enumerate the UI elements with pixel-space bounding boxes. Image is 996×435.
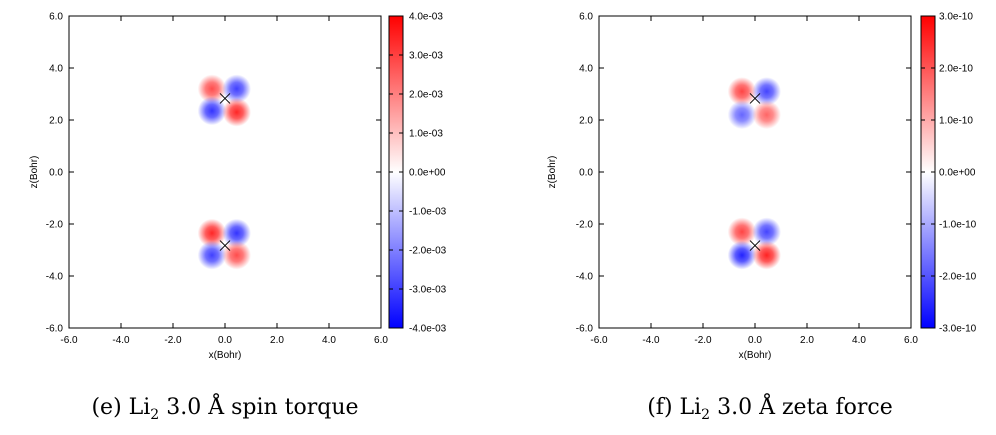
x-tick-label: 2.0 <box>800 335 814 346</box>
density-lobe <box>752 217 781 247</box>
y-tick-label: 2.0 <box>579 116 593 127</box>
colorbar-tick-label: 0.0e+00 <box>409 168 446 179</box>
colorbar-tick-label: -2.0e-10 <box>939 272 977 283</box>
density-lobe <box>752 100 781 130</box>
panel-0: -6.0 -4.0 -2.0 0.0 2.0 4.0 6.0 6.0 4.0 2.0 0.0 -2.0… <box>29 12 447 424</box>
x-tick-label: 0.0 <box>218 335 232 346</box>
y-tick-label: 6.0 <box>579 12 593 23</box>
y-tick-label: -4.0 <box>576 272 594 283</box>
y-axis-title: z(Bohr) <box>547 156 558 189</box>
colorbar-tick-label: 3.0e-03 <box>409 51 443 62</box>
y-tick-label: -6.0 <box>576 324 594 335</box>
x-tick-label: 0.0 <box>748 335 762 346</box>
density-lobe <box>222 97 251 127</box>
x-axis-title: x(Bohr) <box>209 350 242 361</box>
density-lobe <box>727 100 757 130</box>
x-tick-label: 4.0 <box>322 335 336 346</box>
y-tick-label: -6.0 <box>46 324 64 335</box>
density-map <box>197 74 251 270</box>
colorbar-tick-label: 1.0e-03 <box>409 129 443 140</box>
y-tick-label: -2.0 <box>46 220 64 231</box>
colorbar-tick-label: 1.0e-10 <box>939 116 973 127</box>
colorbar-tick-label: -2.0e-03 <box>409 246 447 257</box>
x-tick-label: -6.0 <box>590 335 608 346</box>
plot-area <box>69 16 381 328</box>
y-tick-label: 4.0 <box>49 64 63 75</box>
y-tick-label: 2.0 <box>49 116 63 127</box>
density-lobe <box>197 74 227 104</box>
atom-marker <box>749 240 761 251</box>
x-tick-label: 6.0 <box>374 335 388 346</box>
colorbar-tick-label: -1.0e-10 <box>939 220 977 231</box>
x-tick-label: -4.0 <box>112 335 130 346</box>
colorbar-tick-label: 3.0e-10 <box>939 12 973 23</box>
density-lobe <box>752 240 781 270</box>
panel-1: -6.0 -4.0 -2.0 0.0 2.0 4.0 6.0 6.0 4.0 2.0 0.0 -2.0… <box>547 12 977 424</box>
density-lobe <box>727 77 757 106</box>
y-tick-label: -4.0 <box>46 272 64 283</box>
x-tick-label: -2.0 <box>164 335 182 346</box>
x-tick-label: 4.0 <box>852 335 866 346</box>
colorbar-tick-label: 0.0e+00 <box>939 168 976 179</box>
density-lobe <box>222 218 251 248</box>
density-map <box>727 77 781 270</box>
x-axis-title: x(Bohr) <box>739 350 772 361</box>
colorbar-tick-label: -3.0e-03 <box>409 285 447 296</box>
y-tick-label: 6.0 <box>49 12 63 23</box>
x-tick-label: -2.0 <box>694 335 712 346</box>
density-lobe <box>222 74 251 104</box>
colorbar-tick-label: 2.0e-10 <box>939 64 973 75</box>
colorbar-tick-label: -1.0e-03 <box>409 207 447 218</box>
x-tick-label: -6.0 <box>60 335 78 346</box>
colorbar-tick-label: -4.0e-03 <box>409 324 447 335</box>
x-tick-label: 2.0 <box>270 335 284 346</box>
panel-caption: (f) Li2 3.0 Å zeta force <box>647 392 893 423</box>
density-lobe <box>197 240 227 270</box>
y-tick-label: -2.0 <box>576 220 594 231</box>
y-tick-label: 0.0 <box>579 168 593 179</box>
atom-marker <box>749 93 761 104</box>
colorbar-tick-label: 4.0e-03 <box>409 12 443 23</box>
atom-marker <box>219 240 231 251</box>
panel-caption: (e) Li2 3.0 Å spin torque <box>91 392 358 423</box>
colorbar-tick-label: 2.0e-03 <box>409 90 443 101</box>
plot-area <box>599 16 911 328</box>
density-lobe <box>727 217 757 247</box>
density-lobe <box>197 96 227 126</box>
density-lobe <box>197 218 227 248</box>
density-lobe <box>222 240 251 270</box>
density-lobe <box>727 240 757 270</box>
y-tick-label: 4.0 <box>579 64 593 75</box>
colorbar-tick-label: -3.0e-10 <box>939 324 977 335</box>
x-tick-label: 6.0 <box>904 335 918 346</box>
y-tick-label: 0.0 <box>49 168 63 179</box>
atom-marker <box>219 93 231 104</box>
y-axis-title: z(Bohr) <box>29 156 40 189</box>
x-tick-label: -4.0 <box>642 335 660 346</box>
density-lobe <box>752 77 781 106</box>
